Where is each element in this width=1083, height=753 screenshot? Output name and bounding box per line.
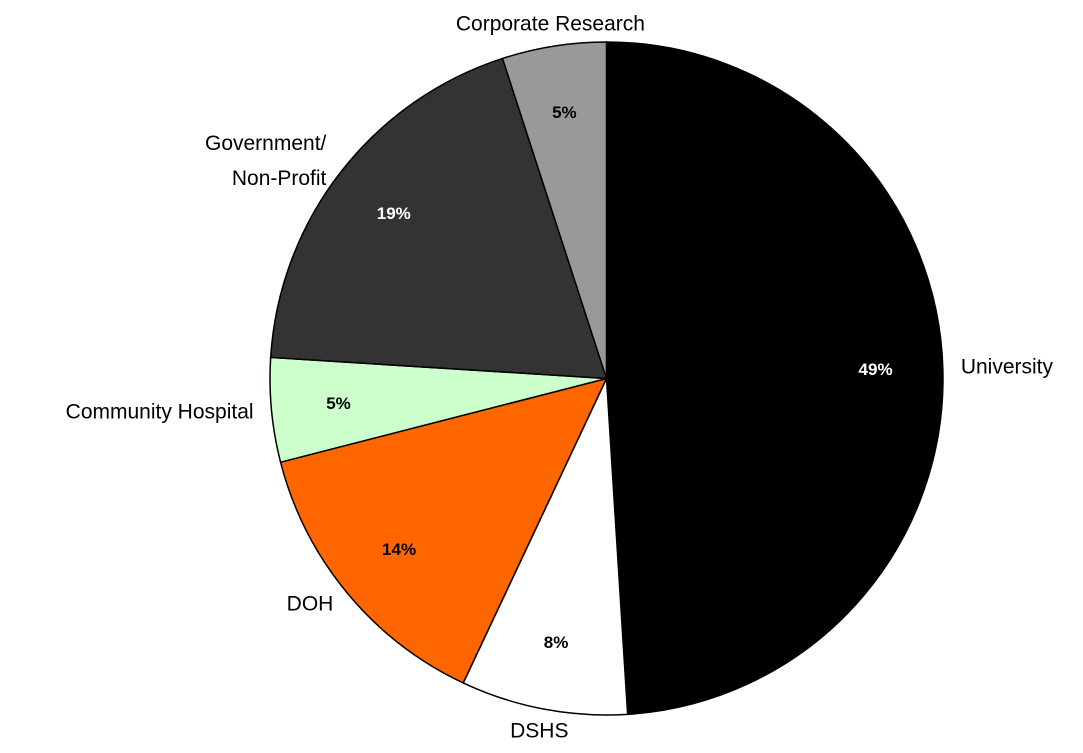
pie-slice [279, 377, 608, 684]
slice-value-label: 8% [543, 632, 569, 652]
slice-category-label: University [960, 355, 1053, 379]
slice-category-label: DSHS [510, 719, 569, 743]
slice-value-label: 5% [326, 393, 351, 413]
slice-category-label: Community Hospital [65, 400, 254, 424]
slice-value-label: 19% [376, 203, 411, 223]
slice-value-label: 49% [858, 360, 893, 380]
slice-category-label: DOH [286, 592, 334, 616]
pie-slice [501, 41, 608, 379]
pie-slice [269, 57, 608, 380]
pie-slice [462, 378, 629, 716]
slice-value-label: 14% [382, 540, 417, 560]
slice-category-label: Corporate Research [455, 12, 645, 36]
slice-category-label: Government/ Non-Profit [204, 132, 327, 191]
slice-value-label: 5% [552, 102, 577, 122]
pie-slice [605, 41, 944, 716]
